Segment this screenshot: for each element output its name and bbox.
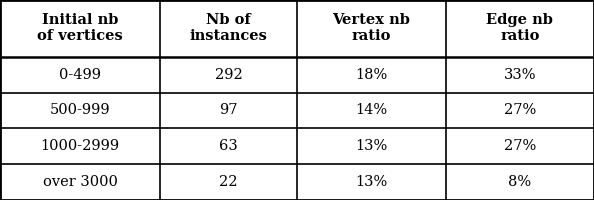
Text: 0-499: 0-499 xyxy=(59,68,101,82)
Bar xyxy=(297,0,446,57)
Bar xyxy=(0,0,160,57)
Bar xyxy=(160,164,297,200)
Bar xyxy=(160,0,297,57)
Bar xyxy=(0,57,160,93)
Bar xyxy=(0,164,160,200)
Bar xyxy=(297,93,446,128)
Text: 14%: 14% xyxy=(355,103,387,117)
Bar xyxy=(0,93,160,128)
Text: 27%: 27% xyxy=(504,139,536,153)
Bar xyxy=(446,128,594,164)
Text: over 3000: over 3000 xyxy=(43,175,118,189)
Bar xyxy=(0,128,160,164)
Text: 33%: 33% xyxy=(504,68,536,82)
Bar xyxy=(297,164,446,200)
Bar xyxy=(160,128,297,164)
Bar xyxy=(160,57,297,93)
Text: 18%: 18% xyxy=(355,68,387,82)
Bar xyxy=(446,93,594,128)
Text: Vertex nb
ratio: Vertex nb ratio xyxy=(332,13,410,43)
Text: Initial nb
of vertices: Initial nb of vertices xyxy=(37,13,123,43)
Text: 22: 22 xyxy=(219,175,238,189)
Text: Edge nb
ratio: Edge nb ratio xyxy=(486,13,553,43)
Bar xyxy=(160,93,297,128)
Bar xyxy=(297,128,446,164)
Text: 97: 97 xyxy=(219,103,238,117)
Bar xyxy=(446,164,594,200)
Text: 1000-2999: 1000-2999 xyxy=(40,139,120,153)
Bar xyxy=(446,0,594,57)
Bar xyxy=(297,57,446,93)
Text: 292: 292 xyxy=(215,68,242,82)
Text: Nb of
instances: Nb of instances xyxy=(189,13,268,43)
Text: 13%: 13% xyxy=(355,175,387,189)
Text: 63: 63 xyxy=(219,139,238,153)
Text: 500-999: 500-999 xyxy=(50,103,110,117)
Text: 27%: 27% xyxy=(504,103,536,117)
Text: 13%: 13% xyxy=(355,139,387,153)
Text: 8%: 8% xyxy=(508,175,531,189)
Bar xyxy=(446,57,594,93)
